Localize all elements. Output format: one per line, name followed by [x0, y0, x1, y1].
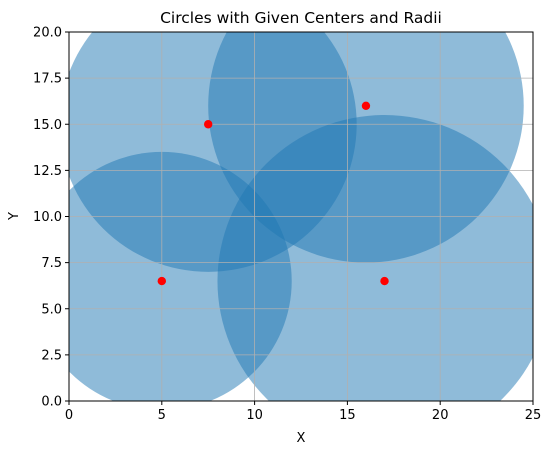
chart-title: Circles with Given Centers and Radii — [160, 9, 442, 27]
x-axis-label: X — [297, 431, 306, 446]
x-tick-label: 5 — [158, 408, 166, 423]
x-tick-label: 15 — [339, 408, 356, 423]
center-points-layer — [157, 101, 389, 286]
y-tick-label: 0.0 — [41, 395, 62, 410]
center-point-1 — [157, 276, 166, 286]
x-tick-label: 10 — [246, 408, 263, 423]
x-axis-ticks: 0 5 10 15 20 25 — [65, 401, 541, 423]
y-tick-label: 15.0 — [33, 118, 62, 133]
y-axis-label: Y — [7, 212, 22, 221]
y-tick-label: 17.5 — [33, 72, 62, 87]
x-tick-label: 25 — [525, 408, 542, 423]
y-tick-label: 10.0 — [33, 210, 62, 225]
y-tick-label: 2.5 — [41, 348, 62, 363]
y-tick-label: 12.5 — [33, 164, 62, 179]
y-tick-label: 5.0 — [41, 302, 62, 317]
center-point-4 — [380, 276, 389, 286]
y-axis-ticks: 0.0 2.5 5.0 7.5 10.0 12.5 15.0 17.5 20.0 — [33, 26, 69, 410]
x-tick-label: 20 — [432, 408, 449, 423]
y-tick-label: 7.5 — [41, 256, 62, 271]
y-tick-label: 20.0 — [33, 26, 62, 41]
x-tick-label: 0 — [65, 408, 73, 423]
center-point-3 — [361, 101, 371, 111]
circles-layer — [69, 32, 533, 401]
circle-4 — [217, 115, 533, 401]
center-point-2 — [204, 120, 213, 129]
